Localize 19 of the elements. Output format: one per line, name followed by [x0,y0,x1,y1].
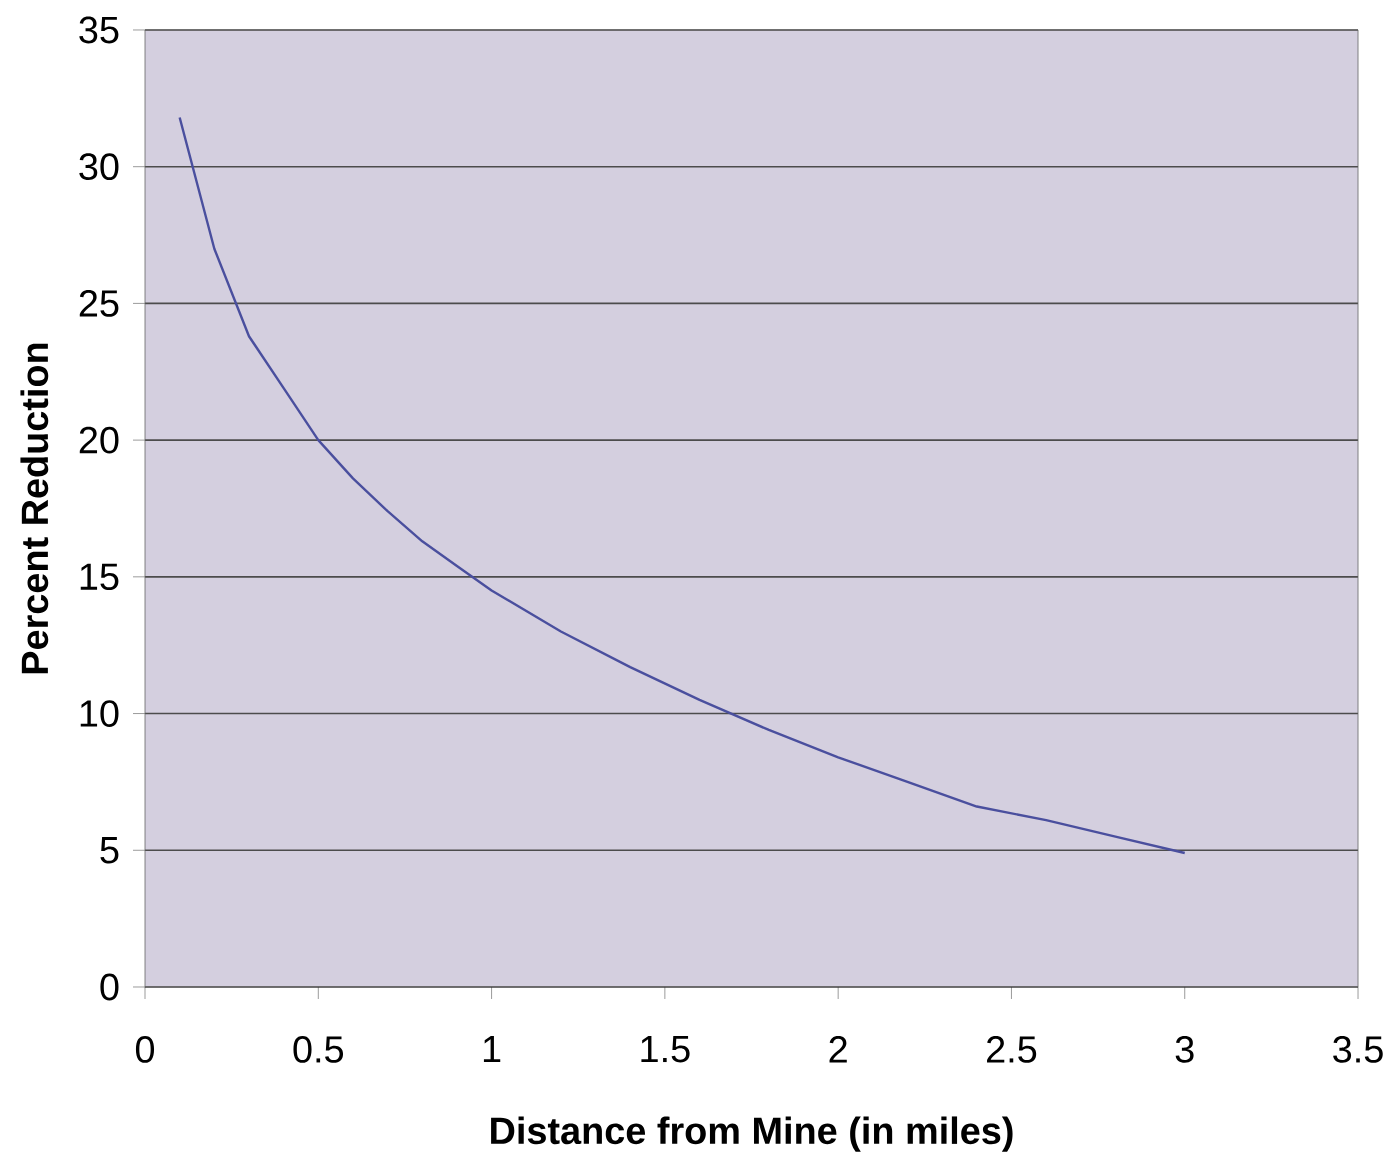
x-tick-label: 3 [1175,1036,1194,1063]
x-tick-label: 2.5 [987,1036,1037,1063]
x-tick-label: 2 [829,1036,847,1063]
x-tick-label: 0 [135,1036,155,1063]
x-tick-label: 0.5 [293,1036,344,1063]
x-tick-label: 1 [483,1036,501,1063]
line-series [178,116,1186,855]
x-tick-label: 3.5 [1333,1036,1383,1063]
y-tick-label: 15 [80,563,119,591]
y-tick-label: 25 [79,290,119,317]
y-tick-label: 35 [79,16,119,44]
y-tick-label: 0 [100,973,119,1001]
y-axis-title: Percent Reduction [20,343,49,674]
x-tick-label: 1.5 [641,1036,690,1063]
y-tick-label: 5 [100,837,119,864]
y-tick-label: 30 [79,153,119,181]
y-tick-label: 20 [79,426,119,454]
y-tick-label: 10 [80,700,119,727]
x-axis-title: Distance from Mine (in miles) [491,1116,1013,1152]
